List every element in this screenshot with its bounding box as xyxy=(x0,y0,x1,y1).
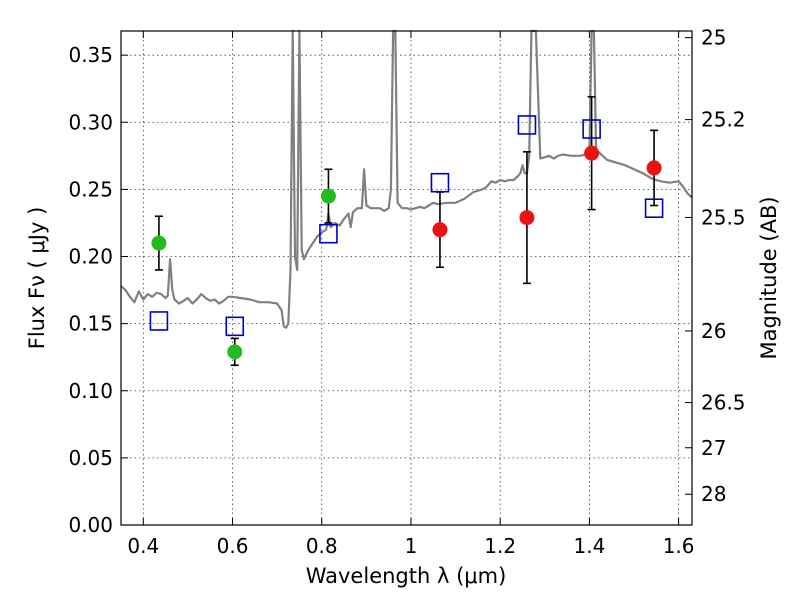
model-point xyxy=(517,115,537,135)
observed-point xyxy=(584,145,600,161)
model-spectrum xyxy=(120,29,693,329)
right-tick-label: 28 xyxy=(701,482,726,506)
y-axis-ticks: 0.00 0.05 0.10 0.15 0.20 0.25 0.30 0.35 xyxy=(68,43,128,537)
plot-frame xyxy=(120,30,693,526)
x-tick-label: 1 xyxy=(405,534,418,558)
x-axis-label: Wavelength λ (μm) xyxy=(306,564,507,588)
y-tick-label: 0.20 xyxy=(68,245,113,269)
model-point xyxy=(149,311,169,331)
y-tick-label: 0.05 xyxy=(68,446,113,470)
observed-point xyxy=(151,235,167,251)
observed-point xyxy=(227,344,243,360)
observed-point xyxy=(432,222,448,238)
model-point xyxy=(582,119,601,139)
x-tick-label: 1.4 xyxy=(573,534,605,558)
x-axis-ticks: 0.4 0.6 0.8 1 1.2 1.4 1.6 xyxy=(127,31,695,558)
right-tick-label: 26 xyxy=(701,319,726,343)
right-tick-label: 25.2 xyxy=(701,108,746,132)
x-tick-label: 1.6 xyxy=(663,534,695,558)
right-axis-ticks: 25 25.2 25.5 26 26.5 27 28 xyxy=(685,26,746,506)
x-tick-label: 0.6 xyxy=(217,534,249,558)
right-tick-label: 27 xyxy=(701,436,726,460)
x-tick-label: 0.8 xyxy=(306,534,338,558)
right-axis-label: Magnitude (AB) xyxy=(757,196,781,359)
observed-point xyxy=(646,160,662,176)
data-markers xyxy=(149,95,664,367)
model-point xyxy=(225,316,245,337)
right-tick-label: 25.5 xyxy=(701,205,746,229)
y-tick-label: 0.30 xyxy=(68,110,113,134)
observed-point xyxy=(519,210,535,226)
model-spectrum-line xyxy=(120,29,693,329)
x-tick-label: 1.2 xyxy=(484,534,516,558)
right-tick-label: 26.5 xyxy=(701,391,746,415)
y-tick-label: 0.15 xyxy=(68,312,113,336)
y-axis-label: Flux Fν ( μJy ) xyxy=(25,207,49,350)
right-tick-label: 25 xyxy=(701,26,726,50)
model-point xyxy=(430,172,450,193)
model-point xyxy=(319,223,338,244)
y-tick-label: 0.35 xyxy=(68,43,113,67)
model-point xyxy=(644,198,664,218)
y-tick-label: 0.10 xyxy=(68,379,113,403)
y-tick-label: 0.25 xyxy=(68,177,113,201)
y-tick-label: 0.00 xyxy=(68,513,113,537)
observed-point xyxy=(320,188,336,204)
x-tick-label: 0.4 xyxy=(127,534,159,558)
grid-lines xyxy=(121,31,692,526)
